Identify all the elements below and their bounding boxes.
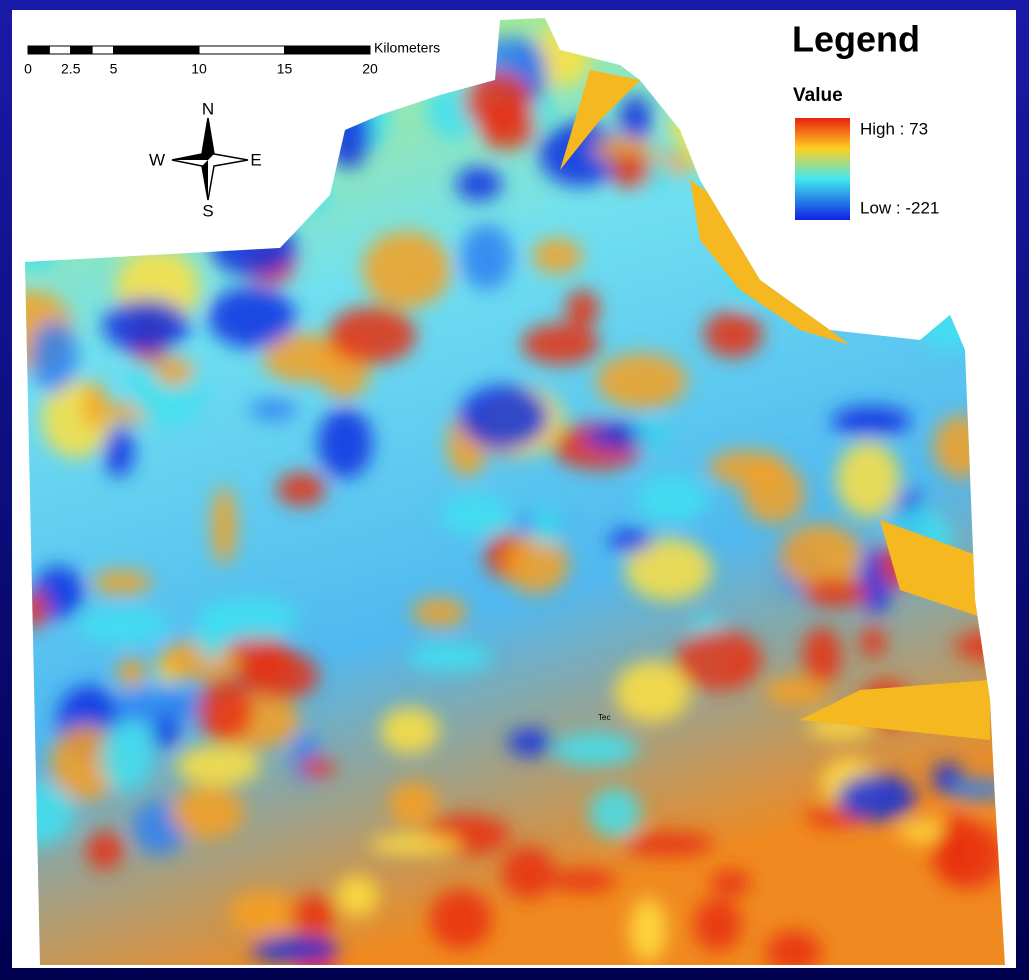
raster-blob (86, 831, 123, 869)
raster-blob (780, 524, 861, 589)
raster-blob (456, 167, 502, 202)
raster-blob (803, 627, 841, 684)
raster-blob (104, 426, 134, 477)
raster-blob (589, 788, 641, 838)
raster-blob (940, 811, 971, 886)
raster-blob (430, 889, 493, 949)
raster-blob (171, 786, 244, 838)
raster-blob (636, 475, 707, 523)
compass-s: S (202, 201, 213, 220)
raster-blob (328, 307, 416, 364)
raster-blob (407, 642, 492, 672)
raster-blob (290, 895, 336, 932)
raster-blob (243, 651, 319, 701)
raster-blob (630, 897, 667, 962)
raster-blob (208, 287, 295, 348)
raster-blob (676, 630, 762, 691)
raster-blob (803, 579, 870, 607)
raster-blob (504, 534, 569, 594)
raster-blob (211, 487, 237, 565)
raster-blob (501, 846, 554, 899)
raster-blob (596, 353, 686, 409)
raster-blob (860, 627, 885, 658)
compass-e: E (250, 150, 261, 169)
color-ramp (795, 118, 850, 220)
legend-title: Legend (792, 19, 920, 60)
raster-blob (103, 299, 190, 352)
raster-blob (362, 231, 451, 308)
raster-blob (694, 898, 741, 951)
raster-blob (299, 757, 335, 777)
raster-blob (176, 745, 261, 786)
raster-blob (837, 774, 916, 822)
scale-segment (92, 46, 113, 54)
raster-blob (229, 891, 297, 935)
raster-blob (153, 714, 178, 750)
scale-label: 15 (277, 61, 293, 77)
scale-segment (28, 46, 49, 54)
raster-blob (196, 603, 226, 661)
raster-blob (552, 732, 639, 766)
raster-blob (619, 95, 651, 144)
raster-blob (461, 224, 513, 290)
raster-blob (30, 321, 78, 393)
raster-blob (83, 382, 107, 429)
raster-blob (508, 729, 553, 756)
raster-blob (743, 463, 805, 524)
raster-blob (441, 495, 512, 536)
raster-blob (459, 385, 549, 449)
legend-high: High : 73 (860, 119, 928, 138)
raster-blob (532, 238, 582, 273)
raster-blob (832, 406, 911, 436)
map-label: Tec (598, 713, 610, 722)
raster-blob (336, 875, 379, 917)
raster-blob (250, 399, 297, 421)
raster-blob (277, 472, 326, 506)
raster-blob (622, 832, 714, 857)
compass-w: W (149, 150, 165, 169)
scale-segment (71, 46, 92, 54)
raster-blob (100, 722, 152, 791)
raster-blob (609, 530, 653, 553)
raster-blob (92, 570, 152, 595)
raster-blob (549, 869, 616, 893)
raster-blob (704, 311, 763, 358)
raster-blob (611, 153, 650, 189)
raster-blob (251, 936, 339, 963)
scale-label: 20 (362, 61, 378, 77)
map-slide: 0 2.5 5 10 15 20 Kilometers N S E W Legend Val… (0, 0, 1029, 980)
scale-segment (285, 46, 371, 54)
compass-n: N (202, 99, 214, 118)
raster-blob (711, 870, 751, 896)
raster-blob (389, 781, 437, 826)
raster-blob (635, 420, 671, 451)
raster-blob (368, 834, 461, 854)
legend-low: Low : -221 (860, 198, 939, 217)
raster-blob (318, 408, 373, 478)
raster-blob (77, 608, 170, 644)
raster-blob (117, 657, 146, 687)
raster-blob (522, 323, 600, 364)
scale-label: 10 (191, 61, 207, 77)
raster-blob (412, 597, 467, 627)
scale-label: 0 (24, 61, 32, 77)
raster-blob (198, 677, 254, 742)
raster-blob (836, 442, 900, 518)
scale-label: 5 (110, 61, 118, 77)
scale-segment (114, 46, 200, 54)
scale-segment (49, 46, 70, 54)
legend-field: Value (793, 85, 843, 106)
raster-blob (531, 505, 561, 546)
scale-label: 2.5 (61, 61, 81, 77)
scale-unit: Kilometers (374, 40, 440, 56)
raster-blob (154, 356, 195, 386)
raster-blob (380, 707, 439, 754)
scale-segment (199, 46, 285, 54)
raster-blob (566, 290, 600, 328)
